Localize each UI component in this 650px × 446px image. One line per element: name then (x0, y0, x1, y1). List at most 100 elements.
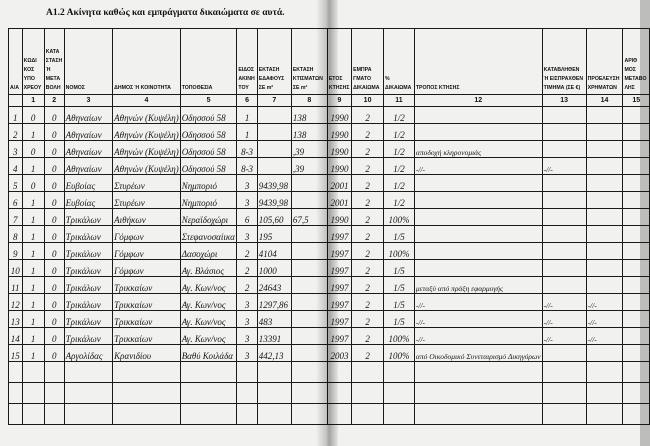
table-cell: 442,13 (256, 344, 292, 362)
table-cell (585, 123, 624, 141)
table-cell: Γόμφων (112, 225, 181, 243)
column-header: ΔΗΜΟΣ Ή ΚΟΙΝΟΤΗΤΑ (112, 28, 181, 95)
table-cell: 1997 (326, 259, 353, 277)
table-cell: 2 (351, 174, 385, 192)
table-cell: 6 (8, 191, 23, 209)
empty-cell (63, 382, 114, 404)
table-cell: 1/2 (383, 106, 415, 124)
table-cell: 100% (383, 327, 415, 345)
empty-cell (112, 403, 181, 425)
table-cell: 2 (236, 276, 258, 294)
table-cell: 8-3 (236, 157, 258, 175)
table-cell: 10 (8, 259, 23, 277)
table-row: 3 0 0 Αθηναίων Αθηνών (Κυψέλη) Οδησσού 58 8-3,… (8, 140, 650, 158)
table-cell: 3 (236, 293, 258, 311)
table-cell: 105,60 (256, 208, 292, 226)
column-header: ΤΟΠΟΘΕΣΙΑ (179, 28, 238, 95)
table-cell (256, 123, 292, 141)
table-cell (622, 191, 650, 209)
table-cell: -//- (585, 310, 624, 328)
empty-cell (63, 361, 114, 383)
table-cell: 1990 (326, 157, 353, 175)
table-cell: 1 (21, 123, 45, 141)
table-cell (585, 208, 624, 226)
empty-cell (179, 403, 238, 425)
table-cell: Τρικάλων (63, 242, 114, 260)
table-cell: 1/2 (383, 123, 415, 141)
table-cell (585, 157, 624, 175)
table-cell (622, 140, 650, 158)
table-cell: 0 (21, 174, 45, 192)
table-cell: 0 (43, 327, 65, 345)
table-cell: -//- (413, 310, 543, 328)
table-cell (622, 123, 650, 141)
table-cell: 483 (256, 310, 292, 328)
table-cell (541, 259, 587, 277)
column-header: % ΔΙΚΑΙΩΜΑ (383, 28, 415, 95)
empty-cell (8, 403, 23, 425)
table-cell: 195 (256, 225, 292, 243)
table-cell: 1 (21, 191, 45, 209)
table-cell: 3 (236, 174, 258, 192)
table-cell (541, 123, 587, 141)
empty-cell (21, 403, 45, 425)
column-number: 10 (351, 94, 385, 107)
empty-cell (290, 361, 328, 383)
table-cell: 0 (43, 276, 65, 294)
table-cell: Τρικάλων (63, 208, 114, 226)
table-cell (622, 242, 650, 260)
table-cell: Αιθήκων (112, 208, 181, 226)
column-header: ΕΚΤΑΣΗ ΕΔΑΦΟΥΣ ΣΕ m² (256, 28, 292, 95)
column-header: ΚΑΤΑ ΣΤΑΣΗ Ή ΜΕΤΑ ΒΟΛΗ (43, 28, 65, 95)
table-cell: Κρανιδίου (112, 344, 181, 362)
empty-cell (383, 361, 415, 383)
table-cell: 0 (43, 123, 65, 141)
table-cell: Τρικάλων (63, 327, 114, 345)
table-cell: Τρικάλων (63, 225, 114, 243)
column-number: 11 (383, 94, 415, 107)
table-cell: 0 (43, 174, 65, 192)
empty-cell (413, 403, 543, 425)
table-cell: Αγ. Κων/νος (179, 293, 238, 311)
table-cell: 6 (236, 208, 258, 226)
empty-row (8, 382, 650, 404)
table-cell: Αγ. Βλάσιος (179, 259, 238, 277)
table-cell: 1 (21, 276, 45, 294)
table-cell: 0 (43, 225, 65, 243)
table-cell (290, 242, 328, 260)
table-cell: 100% (383, 344, 415, 362)
table-row: 9 1 0 Τρικάλων Γόμφων Δασοχώρι 2 4104 1997 2 100% (8, 242, 650, 260)
column-header: ΑΡΙΘ ΜΟΣ ΜΕΤΑΒΟ ΛΗΣ (622, 28, 650, 95)
table-cell (413, 259, 543, 277)
table-cell: 0 (43, 293, 65, 311)
table-cell: 1/2 (383, 157, 415, 175)
table-cell: 2 (236, 259, 258, 277)
table-cell: 8 (8, 225, 23, 243)
table-cell: ,39 (290, 157, 328, 175)
empty-cell (413, 361, 543, 383)
table-row: 12 1 0 Τρικάλων Τρικκαίων Αγ. Κων/νος 3 1297,86… (8, 293, 650, 311)
empty-cell (585, 403, 624, 425)
empty-cell (179, 361, 238, 383)
table-cell (622, 106, 650, 124)
table-cell: 5 (8, 174, 23, 192)
table-cell (413, 225, 543, 243)
table-cell: -//- (541, 293, 587, 311)
table-cell (541, 106, 587, 124)
table-cell (256, 140, 292, 158)
column-header: Α/Α (8, 28, 23, 95)
table-cell: Βαθύ Κοιλάδα (179, 344, 238, 362)
empty-cell (351, 361, 385, 383)
column-header: ΤΡΟΠΟΣ ΚΤΗΣΗΣ (413, 28, 543, 95)
empty-cell (541, 361, 587, 383)
column-number: 12 (413, 94, 543, 107)
empty-cell (585, 382, 624, 404)
table-cell: -//- (541, 327, 587, 345)
table-cell (541, 344, 587, 362)
table-cell: Αθηναίων (63, 106, 114, 124)
table-cell: 67,5 (290, 208, 328, 226)
table-cell (290, 310, 328, 328)
table-cell: 12 (8, 293, 23, 311)
table-cell: 0 (43, 157, 65, 175)
table-cell (290, 225, 328, 243)
